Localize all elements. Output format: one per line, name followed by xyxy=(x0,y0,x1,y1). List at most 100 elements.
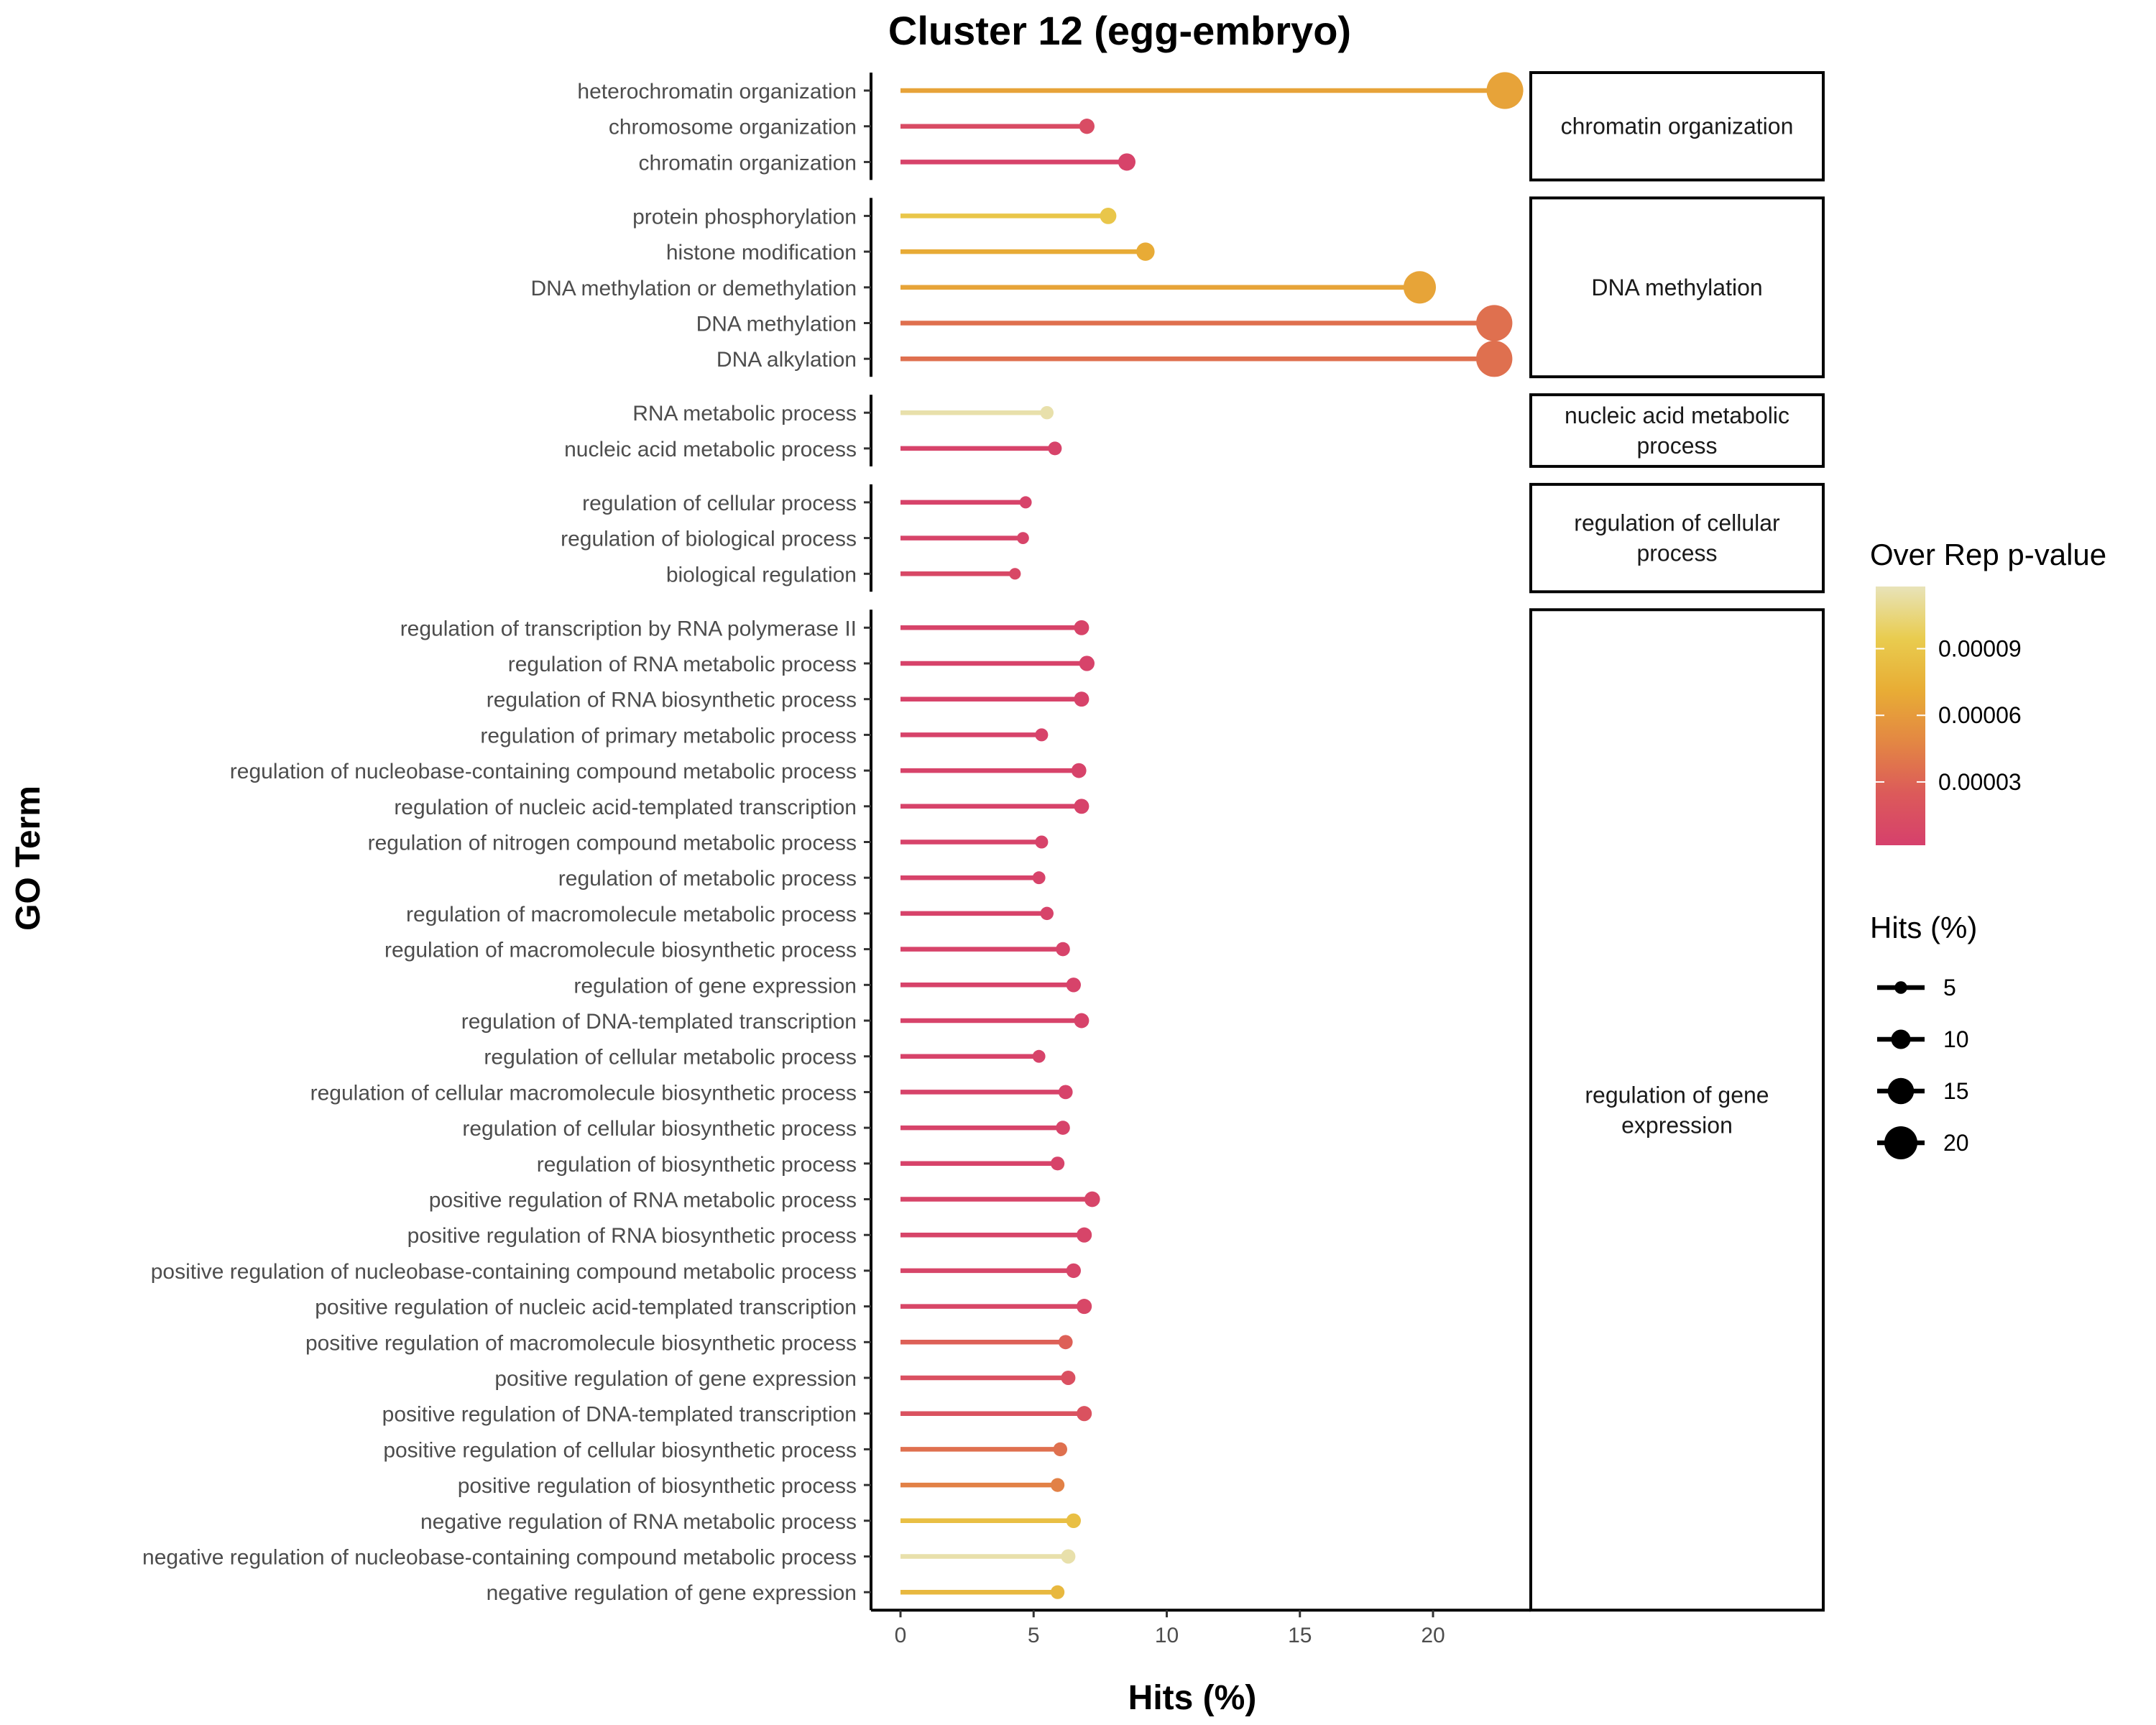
lollipop-point xyxy=(1118,153,1136,171)
lollipop-point xyxy=(1056,1121,1070,1135)
facet-panel-3: nucleic acid metabolic process RNA metabol… xyxy=(564,393,1825,468)
facet-strip-label: chromatin organization xyxy=(1561,114,1794,139)
y-tick-label: positive regulation of cellular biosynth… xyxy=(383,1438,857,1462)
facet-panels: chromatin organization heterochromatin or… xyxy=(142,71,1825,1612)
y-tick-label: DNA methylation xyxy=(696,313,857,336)
facet-strip-label: DNA methylation xyxy=(1591,275,1762,300)
facet-strip-box xyxy=(1529,482,1825,594)
lollipop-point xyxy=(1074,799,1089,814)
y-tick-label: regulation of transcription by RNA polym… xyxy=(400,617,857,640)
facet-strip-box xyxy=(1529,393,1825,468)
y-tick-label: positive regulation of DNA-templated tra… xyxy=(382,1403,857,1427)
y-tick-label: regulation of biosynthetic process xyxy=(537,1153,857,1177)
color-legend-label: 0.00009 xyxy=(1938,636,2022,662)
y-tick-label: positive regulation of RNA metabolic pro… xyxy=(429,1189,857,1213)
lollipop-point xyxy=(1084,1191,1100,1208)
y-tick-label: negative regulation of nucleobase-contai… xyxy=(142,1546,857,1570)
lollipop-point xyxy=(1079,656,1095,671)
x-axis: 0 5 10 15 20 xyxy=(871,1609,1531,1647)
lollipop-point xyxy=(1053,1442,1068,1457)
y-tick-label: regulation of RNA biosynthetic process xyxy=(487,689,857,712)
lollipop-point xyxy=(1066,1263,1081,1279)
color-legend: Over Rep p-value 0.00003 0.00006 0.00009 xyxy=(1870,538,2106,845)
y-tick-label: DNA methylation or demethylation xyxy=(530,277,857,300)
lollipop-point xyxy=(1035,728,1049,742)
lollipop-point xyxy=(1032,871,1046,885)
y-tick-label: heterochromatin organization xyxy=(577,80,857,104)
y-tick-label: positive regulation of nucleic acid-temp… xyxy=(315,1296,857,1320)
facet-strip-label: regulation of cellular xyxy=(1574,510,1780,536)
y-tick-label: regulation of metabolic process xyxy=(558,867,857,891)
lollipop-point xyxy=(1077,1406,1092,1422)
lollipop-point xyxy=(1079,119,1095,134)
size-legend-label: 15 xyxy=(1943,1078,1969,1104)
lollipop-point xyxy=(1074,691,1089,707)
y-tick-label: chromatin organization xyxy=(638,151,857,175)
facet-panel-5: regulation of gene expression regulation o… xyxy=(142,608,1825,1612)
lollipop-point xyxy=(1100,207,1117,224)
facet-panel-2: DNA methylation protein phosphorylation hi… xyxy=(530,196,1825,379)
y-tick-label: chromosome organization xyxy=(609,116,857,139)
x-tick-label: 5 xyxy=(1028,1624,1040,1647)
lollipop-point xyxy=(1056,942,1070,957)
y-tick-label: RNA metabolic process xyxy=(632,402,857,426)
facet-panel-1: chromatin organization heterochromatin or… xyxy=(577,71,1825,182)
y-tick-label: regulation of DNA-templated transcriptio… xyxy=(461,1010,857,1034)
y-tick-label: regulation of cellular process xyxy=(582,492,857,515)
lollipop-point xyxy=(1066,978,1081,993)
y-tick-label: DNA alkylation xyxy=(717,348,857,372)
lollipop-point xyxy=(1050,1156,1065,1171)
facet-panel-4: regulation of cellular process regulation … xyxy=(561,482,1825,594)
size-legend-point xyxy=(1887,1077,1915,1105)
lollipop-point xyxy=(1061,1549,1076,1564)
size-legend-label: 10 xyxy=(1943,1026,1969,1052)
facet-strip-label: regulation of gene xyxy=(1585,1082,1769,1108)
x-tick-label: 20 xyxy=(1421,1624,1445,1647)
lollipop-point xyxy=(1136,242,1155,261)
size-legend-point xyxy=(1894,981,1907,994)
lollipop-point xyxy=(1009,568,1021,580)
facet-strip-label: nucleic acid metabolic xyxy=(1565,402,1789,428)
color-legend-title: Over Rep p-value xyxy=(1870,538,2106,571)
x-tick-label: 10 xyxy=(1155,1624,1179,1647)
lollipop-point xyxy=(1071,763,1087,778)
y-tick-label: negative regulation of gene expression xyxy=(487,1581,857,1605)
lollipop-point xyxy=(1035,835,1049,849)
y-tick-label: histone modification xyxy=(666,241,857,264)
size-legend-point xyxy=(1891,1029,1911,1049)
y-tick-label: regulation of nitrogen compound metaboli… xyxy=(368,832,857,855)
lollipop-point xyxy=(1077,1299,1092,1315)
lollipop-point xyxy=(1476,341,1513,377)
y-tick-label: positive regulation of gene expression xyxy=(494,1367,857,1391)
facet-strip-box xyxy=(1529,71,1825,182)
y-tick-label: negative regulation of RNA metabolic pro… xyxy=(420,1510,857,1534)
lollipop-point xyxy=(1074,1013,1089,1029)
facet-strip-box xyxy=(1529,196,1825,379)
lollipop-point xyxy=(1050,1478,1065,1492)
y-tick-label: regulation of macromolecule metabolic pr… xyxy=(406,903,857,926)
y-tick-label: regulation of biological process xyxy=(561,528,857,551)
lollipop-point xyxy=(1476,305,1513,341)
x-axis-title: Hits (%) xyxy=(1128,1679,1257,1717)
facet-strip-label: expression xyxy=(1621,1112,1733,1138)
lollipop-point xyxy=(1040,906,1054,921)
size-legend: Hits (%) 5 10 15 20 xyxy=(1870,911,1977,1159)
facet-strip-box xyxy=(1529,608,1825,1612)
facet-strip-label: process xyxy=(1636,540,1717,566)
lollipop-point xyxy=(1486,72,1524,109)
y-axis-title: GO Term xyxy=(9,786,47,931)
y-tick-label: biological regulation xyxy=(666,563,857,586)
lollipop-point xyxy=(1050,1585,1065,1599)
y-tick-label: regulation of gene expression xyxy=(573,974,857,998)
x-tick-label: 0 xyxy=(895,1624,907,1647)
lollipop-point xyxy=(1058,1085,1073,1100)
size-legend-title: Hits (%) xyxy=(1870,911,1977,944)
lollipop-point xyxy=(1019,496,1032,509)
y-tick-label: nucleic acid metabolic process xyxy=(564,438,857,461)
lollipop-point xyxy=(1061,1371,1076,1385)
y-tick-label: regulation of primary metabolic process xyxy=(480,724,857,748)
facet-strip-label: process xyxy=(1636,433,1717,459)
chart-title: Cluster 12 (egg-embryo) xyxy=(888,8,1351,53)
x-tick-label: 15 xyxy=(1288,1624,1312,1647)
